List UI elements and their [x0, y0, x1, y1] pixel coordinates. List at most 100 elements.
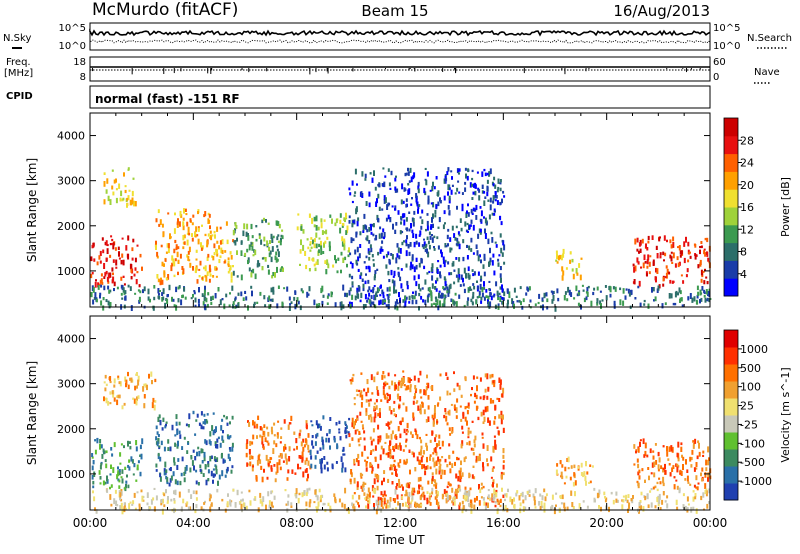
velocity-cell — [264, 437, 267, 442]
power-cell — [96, 261, 99, 266]
power-cell — [98, 255, 101, 260]
power-cell — [391, 279, 394, 284]
power-cell — [160, 277, 162, 281]
power-cell — [305, 264, 308, 270]
velocity-cell — [705, 459, 708, 466]
power-cell — [475, 299, 478, 305]
power-cell — [421, 287, 424, 290]
velocity-cell — [401, 417, 404, 423]
power-cell — [431, 283, 434, 289]
power-cell — [466, 300, 469, 306]
velocity-cell — [268, 500, 271, 505]
velocity-cell — [379, 435, 382, 441]
power-cell — [672, 236, 675, 242]
power-cell — [110, 235, 113, 238]
power-cell — [501, 284, 503, 290]
power-cell — [708, 291, 711, 297]
power-cell — [442, 256, 445, 261]
velocity-cell — [458, 488, 460, 492]
velocity-cell — [365, 408, 368, 413]
power-cell — [328, 241, 331, 248]
power-cell — [133, 273, 136, 277]
velocity-cell — [381, 480, 383, 486]
power-cell — [400, 283, 403, 289]
power-cell — [694, 244, 697, 248]
power-cell — [376, 287, 379, 293]
power-cell — [506, 289, 509, 294]
power-cell — [323, 219, 326, 222]
velocity-cell — [676, 485, 679, 490]
velocity-cell — [359, 411, 362, 416]
power-cell — [313, 238, 316, 243]
power-cell — [432, 202, 435, 208]
velocity-cell — [636, 480, 639, 484]
velocity-cell — [407, 377, 410, 383]
power-cell — [450, 170, 453, 173]
velocity-cell — [434, 496, 437, 500]
power-cell — [449, 247, 452, 253]
velocity-cell — [453, 404, 456, 409]
velocity-cell — [200, 411, 203, 416]
velocity-cell — [232, 488, 235, 492]
power-cell — [207, 292, 210, 296]
power-cell — [272, 235, 275, 239]
velocity-cell — [591, 465, 594, 468]
velocity-cell — [448, 495, 451, 501]
power-cell — [488, 288, 491, 291]
velocity-cell — [327, 502, 330, 507]
power-cell — [366, 235, 369, 242]
velocity-cell — [470, 393, 472, 397]
power-cell — [678, 245, 681, 251]
power-cell — [468, 224, 471, 230]
power-cell — [323, 242, 325, 248]
power-cell — [133, 201, 136, 204]
power-cell — [655, 276, 657, 283]
power-cell — [430, 224, 433, 230]
power-cell — [296, 297, 299, 302]
power-cell — [409, 167, 412, 173]
velocity-cell — [543, 502, 546, 509]
power-cell — [396, 253, 399, 258]
velocity-cell — [371, 392, 374, 395]
power-cell — [382, 167, 385, 170]
velocity-cell — [419, 484, 422, 487]
velocity-cell — [370, 440, 373, 446]
velocity-cell — [386, 392, 389, 395]
power-cell — [300, 288, 303, 292]
power-cell — [439, 303, 441, 307]
velocity-cell — [658, 499, 661, 505]
velocity-cell — [401, 495, 404, 500]
velocity-cell — [137, 395, 140, 399]
power-cell — [385, 217, 388, 222]
velocity-cell — [449, 392, 452, 396]
power-cell — [408, 228, 411, 232]
velocity-cell — [396, 394, 399, 397]
power-cell — [366, 299, 369, 303]
velocity-cell — [207, 478, 210, 482]
velocity-cell — [118, 479, 121, 483]
power-cell — [454, 292, 457, 296]
velocity-cell — [372, 448, 375, 452]
power-cell — [299, 263, 301, 266]
power-cell — [375, 234, 378, 241]
velocity-cell — [480, 411, 483, 417]
velocity-cell — [412, 493, 415, 496]
power-cell — [431, 275, 434, 281]
velocity-cell — [165, 469, 168, 473]
velocity-cell — [695, 486, 698, 489]
power-cell — [634, 265, 637, 272]
velocity-cell — [639, 439, 642, 442]
velocity-cell — [215, 444, 217, 449]
velocity-cell — [120, 491, 123, 496]
velocity-cell — [658, 457, 661, 463]
power-cell — [619, 299, 622, 306]
velocity-cell — [437, 505, 440, 510]
velocity-cell — [643, 454, 646, 458]
power-cell — [374, 304, 377, 309]
power-cell — [326, 259, 329, 265]
power-cell — [468, 245, 471, 251]
power-cell — [417, 274, 420, 280]
power-cell — [448, 272, 451, 276]
power-cell — [105, 299, 108, 303]
power-cell — [340, 305, 343, 311]
